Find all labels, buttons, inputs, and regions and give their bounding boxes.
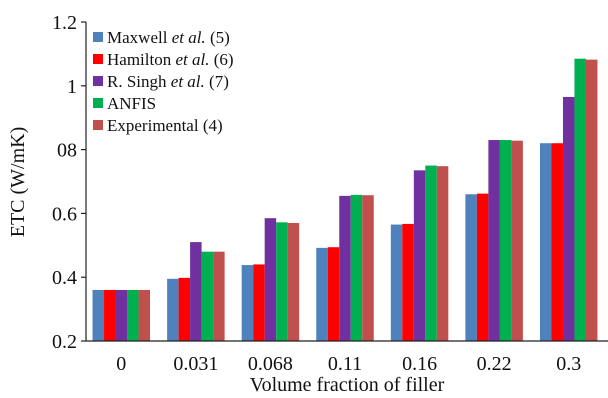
- bars-group: [92, 58, 598, 342]
- legend-swatch: [93, 76, 103, 86]
- x-tick-label: 0: [116, 353, 126, 375]
- y-tick-label: 0.2: [52, 331, 77, 353]
- y-tick-label: 08: [57, 140, 77, 162]
- bar: [316, 247, 328, 341]
- bar: [92, 289, 105, 341]
- legend-label: R. Singh et al. (7): [107, 72, 229, 91]
- bar: [551, 143, 563, 341]
- bar: [178, 277, 191, 341]
- bar: [574, 58, 586, 342]
- y-tick-group: 0.2 0.4 0.6 08 1 1.2: [52, 12, 86, 353]
- bar: [339, 195, 351, 341]
- bar: [287, 222, 300, 341]
- bar: [253, 264, 265, 341]
- bar: [138, 289, 151, 341]
- legend-swatch: [93, 98, 103, 108]
- bar: [465, 194, 477, 341]
- bar: [350, 194, 363, 341]
- bar: [499, 140, 512, 341]
- legend-label: Experimental (4): [107, 116, 223, 135]
- bar: [190, 242, 202, 341]
- y-tick-label: 0.6: [52, 203, 77, 225]
- bar: [201, 251, 214, 341]
- legend-swatch: [93, 54, 103, 64]
- bar: [327, 247, 340, 341]
- bar: [476, 193, 489, 341]
- bar: [127, 289, 139, 341]
- bar: [276, 222, 288, 341]
- bar: [562, 96, 575, 341]
- y-axis-title: ETC (W/mK): [7, 127, 29, 238]
- bar: [362, 195, 374, 341]
- bar: [585, 59, 598, 341]
- legend-swatch: [93, 32, 103, 42]
- legend-label: Maxwell et al. (5): [107, 28, 230, 47]
- bar: [115, 289, 128, 341]
- x-tick-group: 0 0.031 0.068 0.11 0.16 0.22 0.3: [116, 353, 581, 375]
- bar: [539, 143, 552, 341]
- bar: [264, 218, 277, 341]
- bar: [436, 166, 449, 341]
- x-tick-label: 0.068: [248, 353, 293, 375]
- bar: [241, 265, 254, 341]
- y-tick-label: 1: [67, 76, 77, 98]
- x-tick-label: 0.11: [328, 353, 362, 375]
- y-tick-label: 1.2: [52, 12, 77, 34]
- legend-label: Hamilton et al. (6): [107, 50, 234, 69]
- bar: [413, 170, 426, 341]
- bar: [390, 224, 403, 341]
- bar: [104, 289, 116, 341]
- legend-swatch: [93, 120, 103, 130]
- bar: [425, 165, 437, 341]
- bar: [511, 140, 523, 341]
- y-tick-label: 0.4: [52, 267, 77, 289]
- legend: Maxwell et al. (5) Hamilton et al. (6) R. …: [93, 28, 234, 135]
- x-tick-label: 0.16: [402, 353, 437, 375]
- bar: [488, 140, 500, 341]
- x-tick-label: 0.3: [556, 353, 581, 375]
- bar: [402, 223, 414, 341]
- x-tick-label: 0.031: [173, 353, 218, 375]
- x-axis-title: Volume fraction of filler: [250, 374, 445, 396]
- bar: [167, 278, 179, 341]
- bar: [213, 251, 225, 341]
- x-tick-label: 0.22: [477, 353, 512, 375]
- legend-label: ANFIS: [107, 94, 156, 113]
